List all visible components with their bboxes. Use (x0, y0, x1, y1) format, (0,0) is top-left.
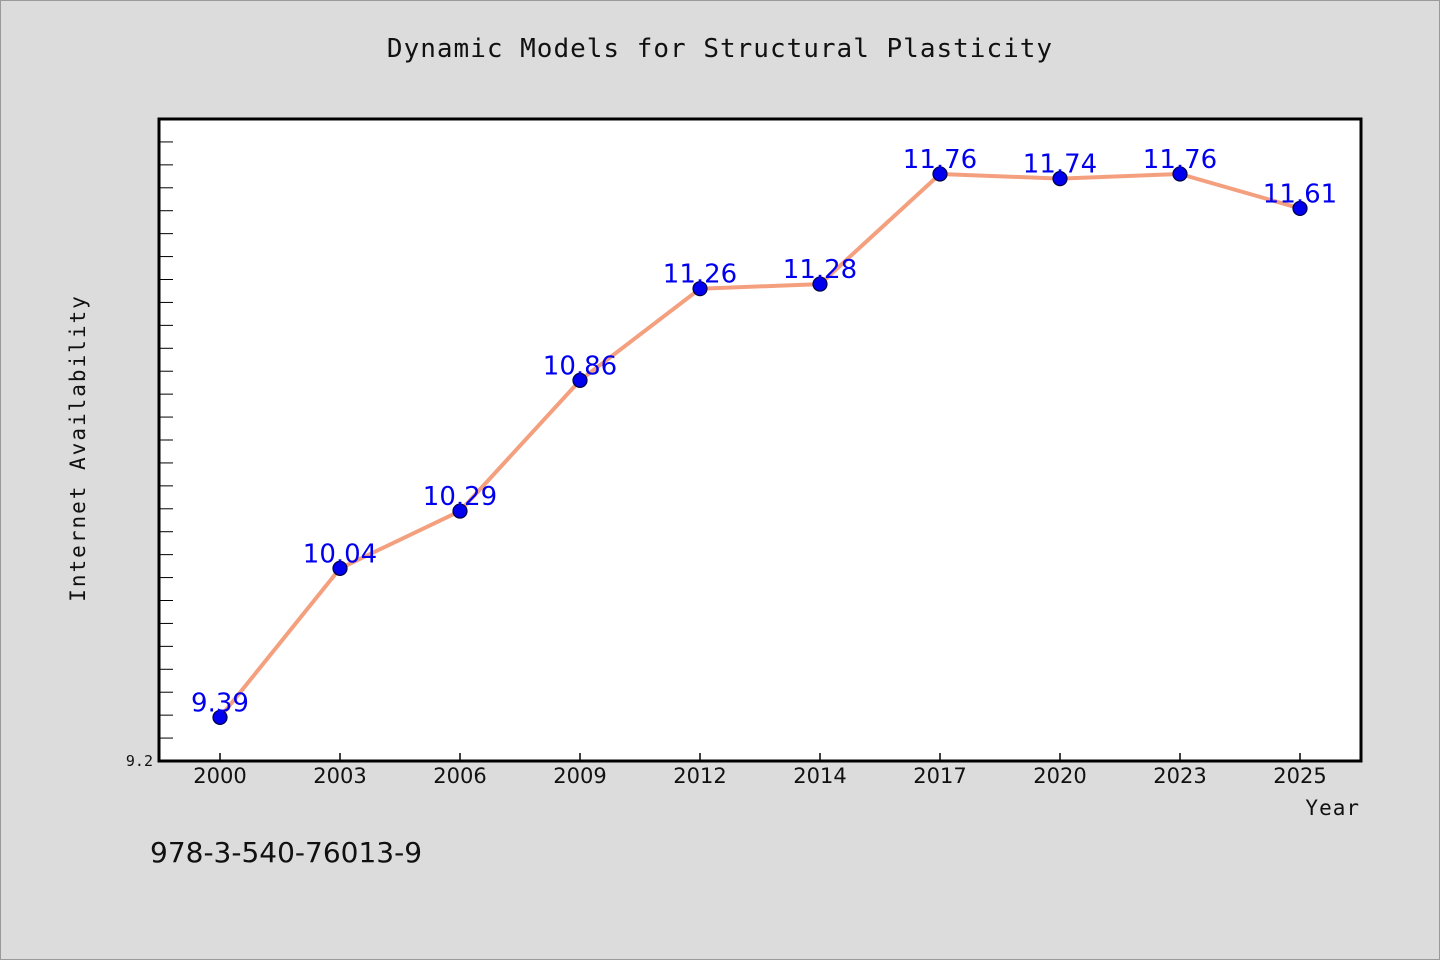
y-axis-label: Internet Availability (66, 294, 90, 602)
data-label: 10.86 (543, 351, 617, 381)
data-point (452, 503, 468, 519)
data-point (572, 372, 588, 388)
data-point (212, 709, 228, 726)
isbn-text: 978-3-540-76013-9 (150, 836, 423, 869)
data-point (932, 166, 948, 182)
data-label: 10.29 (423, 482, 497, 512)
data-label: 11.76 (903, 145, 977, 175)
data-label: 11.28 (783, 255, 857, 285)
data-point (332, 560, 348, 577)
x-tick-label: 2000 (193, 764, 246, 788)
data-label: 11.74 (1023, 150, 1097, 180)
x-tick-label: 2012 (673, 764, 726, 788)
data-label: 11.61 (1263, 179, 1337, 209)
x-tick-label: 2009 (553, 764, 606, 788)
plot-area (157, 117, 1363, 763)
data-label: 10.04 (303, 539, 377, 569)
data-point (1172, 166, 1188, 182)
x-tick-label: 2003 (313, 764, 366, 788)
data-label: 11.76 (1143, 145, 1217, 175)
x-tick-label: 2006 (433, 764, 486, 788)
data-point (812, 276, 828, 292)
x-axis-label: Year (1305, 796, 1360, 820)
x-tick-label: 2020 (1033, 764, 1086, 788)
data-point (1292, 200, 1308, 217)
chart-title: Dynamic Models for Structural Plasticity (386, 34, 1054, 64)
series-line (218, 172, 1301, 719)
data-label: 11.26 (663, 260, 737, 290)
x-tick-label: 2014 (793, 764, 846, 788)
y-tick-label: 9.2 (126, 752, 153, 770)
x-tick-label: 2017 (913, 764, 966, 788)
data-point (692, 281, 708, 297)
x-tick-label: 2025 (1273, 764, 1326, 788)
data-point (1052, 171, 1068, 187)
data-label: 9.39 (191, 688, 249, 718)
x-tick-label: 2023 (1153, 764, 1206, 788)
